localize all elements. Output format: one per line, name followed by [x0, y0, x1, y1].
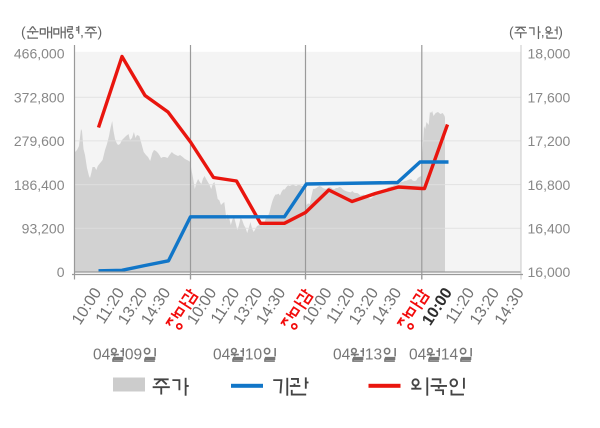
svg-text:04: 04 [333, 347, 351, 364]
svg-text:): ) [558, 24, 563, 40]
svg-text:): ) [98, 24, 103, 40]
svg-text:466,000: 466,000 [14, 46, 65, 62]
svg-text:09: 09 [125, 347, 142, 364]
svg-text:04: 04 [213, 347, 231, 364]
svg-text:,: , [541, 24, 545, 40]
svg-text:14: 14 [441, 347, 459, 364]
svg-text:17,600: 17,600 [528, 89, 571, 105]
svg-text:,: , [80, 24, 84, 40]
svg-text:93,200: 93,200 [22, 221, 65, 237]
svg-text:(: ( [509, 24, 514, 40]
svg-text:17,200: 17,200 [528, 133, 571, 149]
svg-text:(: ( [21, 24, 26, 40]
svg-text:0: 0 [57, 264, 65, 280]
svg-text:16,400: 16,400 [528, 221, 571, 237]
svg-text:186,400: 186,400 [14, 177, 65, 193]
svg-text:04: 04 [409, 347, 427, 364]
svg-text:04: 04 [93, 347, 111, 364]
svg-text:18,000: 18,000 [528, 46, 571, 62]
svg-text:10: 10 [245, 347, 263, 364]
svg-text:16,000: 16,000 [528, 264, 571, 280]
svg-text:372,800: 372,800 [14, 89, 65, 105]
svg-text:279,600: 279,600 [14, 133, 65, 149]
svg-text:13: 13 [365, 347, 382, 364]
svg-text:16,800: 16,800 [528, 177, 571, 193]
